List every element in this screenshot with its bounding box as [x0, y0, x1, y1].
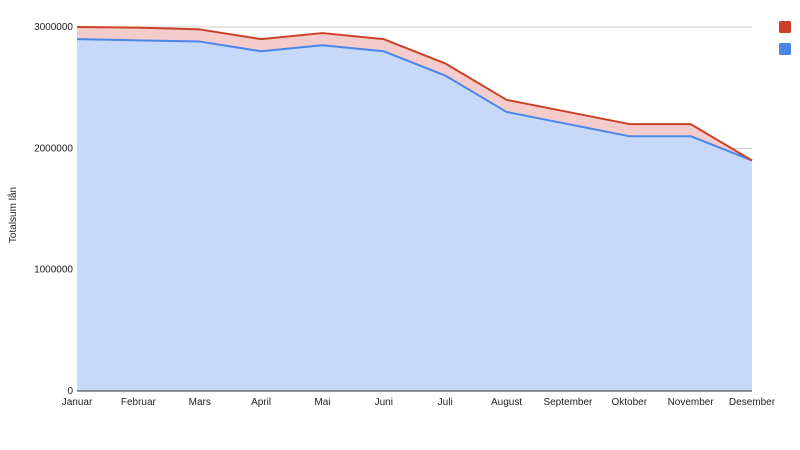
x-tick-labels: Januar Februar Mars April Mai Juni Juli August S… — [62, 397, 776, 408]
x-tick-label: April — [251, 397, 271, 408]
series-lines — [76, 26, 753, 162]
series-2-line — [76, 26, 753, 162]
series-areas — [77, 27, 752, 392]
y-tick-label: 2000000 — [34, 143, 73, 154]
x-tick-label: Desember — [729, 397, 776, 408]
x-tick-label: November — [668, 397, 715, 408]
x-tick-label: Juli — [438, 397, 453, 408]
series-1-line — [76, 38, 753, 162]
y-tick-labels: 0 1000000 2000000 3000000 — [34, 22, 73, 397]
x-tick-label: Februar — [121, 397, 157, 408]
x-tick-label: Mai — [314, 397, 330, 408]
legend — [779, 21, 791, 55]
x-tick-label: September — [543, 397, 593, 408]
x-tick-label: Juni — [375, 397, 393, 408]
legend-swatch — [779, 21, 791, 33]
legend-swatch — [779, 43, 791, 55]
x-tick-label: August — [491, 397, 522, 408]
y-tick-label: 0 — [67, 386, 73, 397]
x-tick-label: Januar — [62, 397, 93, 408]
y-tick-label: 3000000 — [34, 22, 73, 33]
x-tick-label: Oktober — [611, 397, 647, 408]
y-axis-title: Totalsum lån — [7, 187, 19, 243]
x-tick-label: Mars — [189, 397, 211, 408]
series-1-area — [77, 39, 752, 392]
y-tick-label: 1000000 — [34, 265, 73, 276]
